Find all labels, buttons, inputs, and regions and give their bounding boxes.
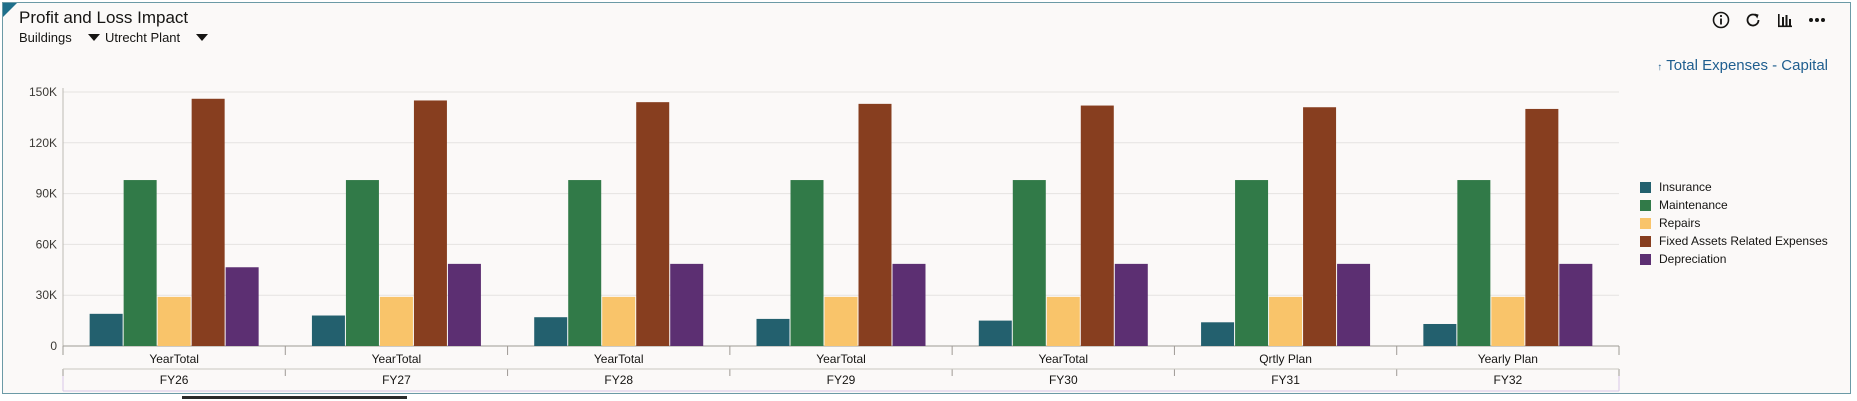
y-tick-label: 150K bbox=[29, 85, 57, 99]
bar-insurance bbox=[756, 318, 790, 346]
x-group-label: FY26 bbox=[160, 373, 189, 387]
legend-item[interactable]: Insurance bbox=[1640, 178, 1828, 196]
bar-fixed-assets-related-expenses bbox=[413, 100, 447, 346]
x-tick-label: YearTotal bbox=[372, 352, 422, 366]
refresh-icon[interactable] bbox=[1742, 9, 1764, 31]
legend-swatch bbox=[1640, 253, 1651, 265]
bar-maintenance bbox=[568, 180, 602, 346]
bar-fixed-assets-related-expenses bbox=[1525, 108, 1559, 346]
x-group-label: FY27 bbox=[382, 373, 411, 387]
bar-depreciation bbox=[225, 267, 259, 346]
x-group-label: FY30 bbox=[1049, 373, 1078, 387]
y-tick-label: 30K bbox=[36, 288, 57, 302]
x-tick-label: YearTotal bbox=[149, 352, 199, 366]
bar-repairs bbox=[1269, 296, 1303, 346]
bar-maintenance bbox=[345, 180, 379, 346]
bar-depreciation bbox=[447, 263, 481, 346]
bar-insurance bbox=[311, 315, 345, 346]
legend-label: Maintenance bbox=[1659, 198, 1728, 212]
bar-maintenance bbox=[123, 180, 157, 346]
y-tick-label: 0 bbox=[50, 339, 57, 353]
info-icon[interactable] bbox=[1710, 9, 1732, 31]
more-icon[interactable] bbox=[1806, 9, 1828, 31]
bar-depreciation bbox=[1337, 263, 1371, 346]
bar-depreciation bbox=[670, 263, 704, 346]
bar-maintenance bbox=[1012, 180, 1046, 346]
legend-swatch bbox=[1640, 199, 1651, 211]
bar-fixed-assets-related-expenses bbox=[191, 98, 225, 346]
bar-repairs bbox=[602, 296, 636, 346]
bar-insurance bbox=[534, 317, 568, 346]
legend-item[interactable]: Depreciation bbox=[1640, 250, 1828, 268]
filter-plant-label: Utrecht Plant bbox=[105, 30, 181, 45]
legend-swatch bbox=[1640, 235, 1651, 247]
legend-swatch bbox=[1640, 217, 1651, 229]
bar-fixed-assets-related-expenses bbox=[1080, 105, 1114, 347]
filter-buildings-label: Buildings bbox=[19, 30, 72, 45]
filter-plant[interactable]: Utrecht Plant bbox=[105, 30, 209, 45]
x-tick-label: YearTotal bbox=[1038, 352, 1088, 366]
legend-item[interactable]: Fixed Assets Related Expenses bbox=[1640, 232, 1828, 250]
legend-label: Fixed Assets Related Expenses bbox=[1659, 234, 1828, 248]
bar-maintenance bbox=[1457, 180, 1491, 346]
x-tick-label: YearTotal bbox=[816, 352, 866, 366]
card-title: Profit and Loss Impact bbox=[19, 8, 189, 27]
filter-buildings[interactable]: Buildings bbox=[19, 30, 100, 45]
y-tick-label: 60K bbox=[36, 237, 57, 251]
legend-label: Repairs bbox=[1659, 216, 1701, 230]
x-group-label: FY31 bbox=[1271, 373, 1300, 387]
card-toolbar bbox=[1710, 9, 1828, 31]
legend-item[interactable]: Repairs bbox=[1640, 214, 1828, 232]
legend-item[interactable]: Maintenance bbox=[1640, 196, 1828, 214]
bar-repairs bbox=[157, 296, 191, 346]
x-group-label: FY28 bbox=[604, 373, 633, 387]
bar-depreciation bbox=[892, 263, 926, 346]
legend-label: Insurance bbox=[1659, 180, 1712, 194]
drill-up-label: Total Expenses - Capital bbox=[1666, 57, 1828, 74]
bar-chart: 0 30K 60K 90K 120K 150K YearTotal FY26 YearTotal… bbox=[29, 85, 1620, 392]
chevron-down-icon[interactable] bbox=[87, 34, 100, 41]
bar-repairs bbox=[1046, 296, 1080, 346]
y-tick-label: 90K bbox=[36, 187, 57, 201]
bar-insurance bbox=[1423, 323, 1457, 346]
bar-repairs bbox=[1491, 296, 1525, 346]
bar-insurance bbox=[89, 313, 123, 346]
bar-insurance bbox=[1201, 322, 1235, 346]
bar-insurance bbox=[978, 320, 1012, 346]
chart-card: Profit and Loss Impact Buildings Utrecht… bbox=[2, 2, 1851, 394]
card-corner-marker bbox=[3, 3, 17, 17]
scrollbar-thumb[interactable] bbox=[182, 396, 407, 399]
x-group-label: FY29 bbox=[827, 373, 856, 387]
chevron-down-icon[interactable] bbox=[196, 34, 209, 41]
x-group-label: FY32 bbox=[1494, 373, 1523, 387]
bar-repairs bbox=[379, 296, 413, 346]
chart-type-icon[interactable] bbox=[1774, 9, 1796, 31]
bar-maintenance bbox=[1235, 180, 1269, 346]
x-tick-label: Qrtly Plan bbox=[1259, 352, 1312, 366]
legend-label: Depreciation bbox=[1659, 252, 1727, 266]
drill-up-link[interactable]: ↑ Total Expenses - Capital bbox=[1657, 57, 1828, 74]
drill-up-icon: ↑ bbox=[1657, 62, 1663, 73]
legend-swatch bbox=[1640, 181, 1651, 193]
bar-maintenance bbox=[790, 180, 824, 346]
bar-fixed-assets-related-expenses bbox=[636, 102, 670, 346]
bar-repairs bbox=[824, 296, 858, 346]
x-tick-label: YearTotal bbox=[594, 352, 644, 366]
bar-depreciation bbox=[1114, 263, 1148, 346]
chart-legend: Insurance Maintenance Repairs Fixed Assets … bbox=[1640, 178, 1828, 268]
x-tick-label: Yearly Plan bbox=[1478, 352, 1538, 366]
y-tick-label: 120K bbox=[29, 136, 57, 150]
bar-fixed-assets-related-expenses bbox=[858, 103, 892, 346]
bar-fixed-assets-related-expenses bbox=[1303, 107, 1337, 347]
bar-depreciation bbox=[1559, 263, 1593, 346]
